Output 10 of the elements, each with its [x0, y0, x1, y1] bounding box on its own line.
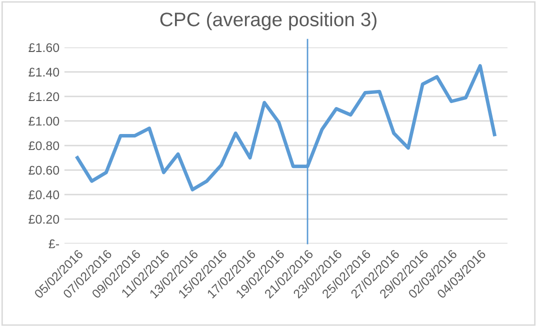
y-tick-label: £0.20 — [28, 214, 60, 224]
y-tick-label: £0.60 — [28, 166, 60, 175]
y-tick-label: £1.40 — [28, 68, 60, 77]
chart-title: CPC (average position 3) — [160, 12, 376, 30]
y-tick-label: £0.80 — [28, 141, 60, 150]
y-tick-label: £1.60 — [28, 43, 60, 52]
y-tick-label: £1.00 — [28, 116, 60, 126]
y-tick-label: £- — [48, 239, 60, 248]
y-tick-label: £1.20 — [28, 92, 60, 102]
y-tick-label: £0.40 — [28, 190, 60, 200]
